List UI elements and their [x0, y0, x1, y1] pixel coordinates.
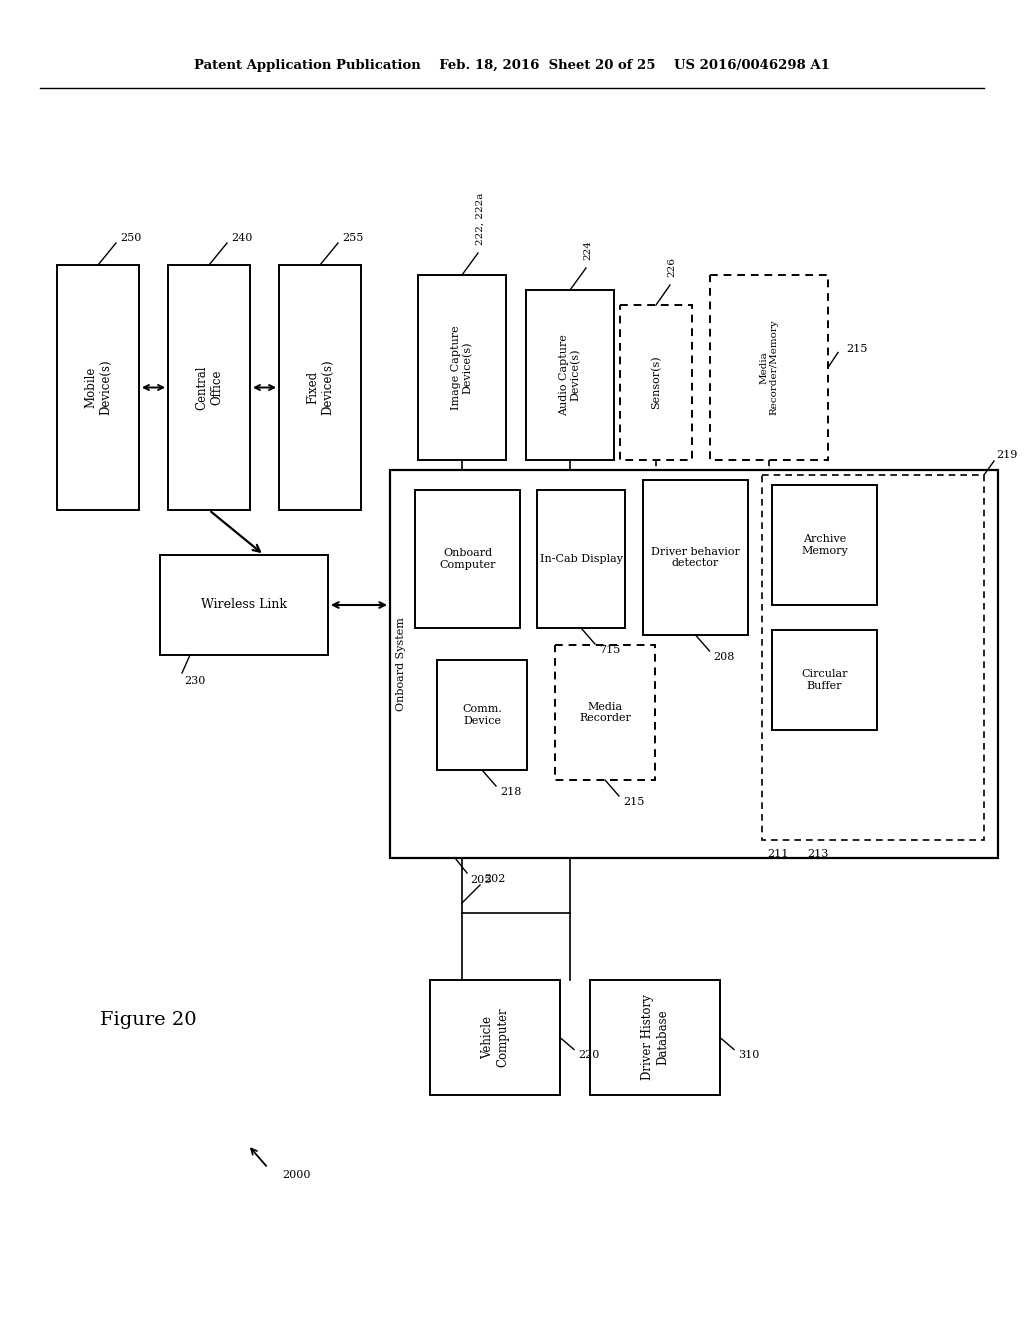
Text: Sensor(s): Sensor(s) [651, 355, 662, 409]
Text: 215: 215 [846, 345, 867, 355]
Text: Audio Capture
Device(s): Audio Capture Device(s) [559, 334, 581, 416]
Text: Wireless Link: Wireless Link [201, 598, 287, 611]
Text: 208: 208 [714, 652, 735, 663]
Bar [279, 265, 361, 510]
Bar [526, 290, 614, 459]
Bar [418, 275, 506, 459]
Text: 250: 250 [120, 234, 141, 243]
Text: 220: 220 [578, 1051, 599, 1060]
Text: Central
Office: Central Office [195, 366, 223, 409]
Bar [57, 265, 139, 510]
Text: Mobile
Device(s): Mobile Device(s) [84, 359, 112, 416]
Text: 2000: 2000 [282, 1170, 310, 1180]
Text: 205: 205 [470, 875, 492, 884]
Bar [415, 490, 520, 628]
Text: Onboard
Computer: Onboard Computer [439, 548, 496, 570]
Bar [590, 979, 720, 1096]
Text: Onboard System: Onboard System [396, 616, 406, 711]
Bar [772, 484, 877, 605]
Text: 230: 230 [184, 676, 206, 686]
Text: Vehicle
Computer: Vehicle Computer [481, 1007, 509, 1068]
Text: Driver History
Database: Driver History Database [641, 995, 669, 1080]
Bar [437, 660, 527, 770]
Bar [430, 979, 560, 1096]
Bar [710, 275, 828, 459]
Bar [537, 490, 625, 628]
Text: 310: 310 [738, 1051, 760, 1060]
Bar [762, 475, 984, 840]
Text: Media
Recorder: Media Recorder [579, 702, 631, 723]
Text: 715: 715 [599, 645, 621, 655]
Text: Archive
Memory: Archive Memory [801, 535, 848, 556]
Bar [390, 470, 998, 858]
Text: 226: 226 [668, 257, 677, 277]
Text: 202: 202 [484, 874, 506, 884]
Text: Media
Recorder/Memory: Media Recorder/Memory [760, 319, 778, 416]
Bar [643, 480, 748, 635]
Text: 211: 211 [767, 849, 788, 859]
Text: Circular
Buffer: Circular Buffer [801, 669, 848, 690]
Bar [620, 305, 692, 459]
Text: Comm.
Device: Comm. Device [462, 704, 502, 726]
Text: 213: 213 [807, 849, 828, 859]
Text: Fixed
Device(s): Fixed Device(s) [306, 359, 334, 416]
Text: 219: 219 [996, 450, 1018, 459]
Bar [168, 265, 250, 510]
Text: Image Capture
Device(s): Image Capture Device(s) [451, 325, 473, 409]
Text: 240: 240 [231, 234, 252, 243]
Text: 255: 255 [342, 234, 364, 243]
Bar [160, 554, 328, 655]
Text: Patent Application Publication    Feb. 18, 2016  Sheet 20 of 25    US 2016/00462: Patent Application Publication Feb. 18, … [195, 58, 829, 71]
Text: Driver behavior
detector: Driver behavior detector [651, 546, 740, 569]
Text: 224: 224 [584, 240, 593, 260]
Text: In-Cab Display: In-Cab Display [540, 554, 623, 564]
Text: 215: 215 [623, 797, 644, 807]
Text: 222, 222a: 222, 222a [475, 193, 484, 246]
Bar [555, 645, 655, 780]
Bar [772, 630, 877, 730]
Text: 218: 218 [500, 787, 521, 797]
Text: Figure 20: Figure 20 [100, 1011, 197, 1030]
